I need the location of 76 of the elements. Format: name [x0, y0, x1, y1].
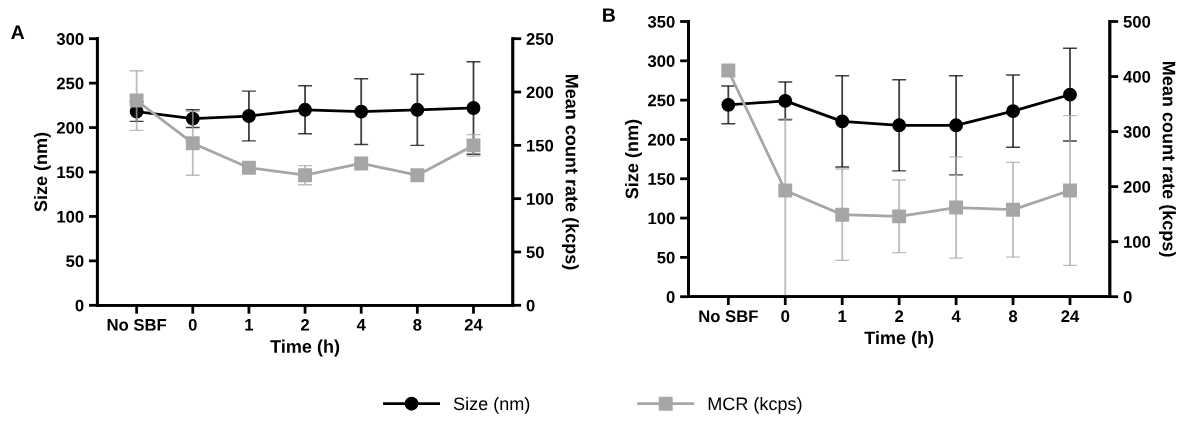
- y2-tick-label: 100: [1124, 236, 1151, 248]
- x-tick-label: 1: [245, 319, 254, 331]
- y-axis-title: Size (nm): [33, 132, 51, 212]
- y-tick-label: 200: [56, 121, 84, 134]
- y-axis-title: Size (nm): [625, 119, 642, 199]
- x-tick-label: No SBF: [107, 318, 167, 331]
- point: [1006, 104, 1020, 119]
- x-tick-label: 1: [838, 310, 847, 322]
- point: [298, 168, 313, 183]
- chart-title: A: [11, 25, 25, 39]
- x-axis-title: Time (h): [270, 339, 340, 357]
- point: [949, 200, 964, 215]
- y-tick-label: 0: [666, 291, 675, 303]
- y-tick-label: 300: [647, 55, 675, 68]
- y-tick-label: 200: [648, 133, 675, 146]
- y2-tick-label: 250: [526, 33, 554, 45]
- point: [129, 93, 144, 108]
- point: [298, 102, 313, 117]
- point: [1063, 87, 1077, 102]
- point: [241, 109, 256, 123]
- point: [466, 101, 481, 115]
- point: [241, 160, 256, 175]
- point: [835, 114, 850, 129]
- point: [185, 136, 200, 151]
- point: [892, 118, 907, 133]
- y-tick-label: 0: [75, 299, 84, 312]
- point: [1006, 202, 1020, 217]
- y2-tick-label: 400: [1123, 70, 1151, 83]
- y-tick-label: 300: [56, 33, 84, 45]
- point: [410, 168, 425, 183]
- y-tick-label: 250: [56, 77, 84, 90]
- y-tick-label: 100: [648, 212, 675, 225]
- y2-tick-label: 100: [527, 193, 554, 205]
- point: [1063, 183, 1077, 198]
- y-tick-label: 350: [647, 15, 675, 28]
- x-tick-label: 4: [951, 310, 961, 322]
- x-tick-label: 24: [464, 318, 483, 331]
- x-tick-label: 0: [781, 310, 790, 323]
- x-tick-label: 4: [356, 319, 366, 331]
- x-tick-label: 2: [301, 318, 310, 331]
- legend-label: Size (nm): [453, 396, 530, 414]
- chart-title: B: [603, 8, 615, 22]
- point: [466, 138, 481, 153]
- y-tick-label: 50: [66, 255, 84, 268]
- point: [354, 156, 369, 171]
- y2-tick-label: 0: [526, 299, 535, 312]
- point: [354, 104, 369, 119]
- x-tick-label: 2: [895, 310, 904, 322]
- y-tick-label: 250: [648, 94, 675, 107]
- point: [949, 118, 964, 133]
- y2-tick-label: 300: [1123, 125, 1151, 138]
- point: [778, 93, 793, 108]
- x-tick-label: 24: [1061, 310, 1080, 322]
- y2-tick-label: 0: [1123, 291, 1132, 303]
- y-tick-label: 150: [57, 166, 84, 179]
- y-tick-label: 50: [657, 251, 675, 264]
- y2-tick-label: 200: [1123, 181, 1151, 193]
- point: [835, 207, 850, 222]
- point: [892, 209, 907, 224]
- x-tick-label: 0: [188, 318, 197, 331]
- y2-tick-label: 50: [526, 246, 544, 259]
- x-axis-title: Time (h): [864, 330, 934, 348]
- x-tick-label: 8: [413, 318, 422, 331]
- y2-tick-label: 150: [527, 139, 554, 152]
- legend-label: MCR (kcps): [708, 396, 802, 414]
- point: [410, 102, 425, 117]
- y2-axis-title: Mean count rate (kcps): [1159, 61, 1176, 257]
- y2-axis-title: Mean count rate (kcps): [561, 74, 579, 270]
- y2-tick-label: 200: [526, 86, 554, 99]
- x-tick-label: No SBF: [699, 310, 758, 323]
- y-tick-label: 150: [648, 173, 675, 185]
- point: [778, 183, 793, 198]
- x-tick-label: 8: [1008, 310, 1018, 323]
- y2-tick-label: 500: [1123, 15, 1151, 28]
- point: [721, 97, 736, 112]
- y-tick-label: 100: [57, 210, 84, 223]
